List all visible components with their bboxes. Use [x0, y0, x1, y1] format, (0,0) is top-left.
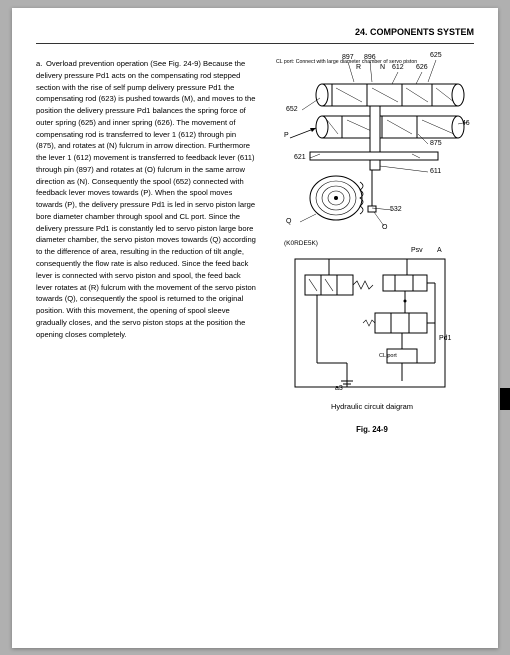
figure-column: CL port: Connect with large diameter cha… [272, 58, 472, 434]
a-label: A [437, 247, 442, 254]
section-title: 24. COMPONENTS SYSTEM [355, 27, 474, 37]
edge-tab [500, 388, 510, 410]
cl-port-label: CL port [379, 353, 397, 359]
pd1-label: Pd1 [439, 335, 451, 342]
figure-caption: Fig. 24-9 [272, 425, 472, 434]
psv-label: Psv [411, 247, 423, 254]
paragraph-label: a. [36, 58, 46, 70]
assembly-drawing: CL port: Connect with large diameter cha… [272, 58, 472, 240]
content-columns: a.Overload prevention operation (See Fig… [36, 58, 474, 434]
manual-page: 24. COMPONENTS SYSTEM a.Overload prevent… [12, 8, 498, 648]
assembly-svg [272, 58, 472, 240]
circuit-svg [287, 253, 457, 398]
paragraph-text: Overload prevention operation (See Fig. … [36, 59, 256, 339]
a3-label: a3 [335, 385, 343, 392]
page-header: 24. COMPONENTS SYSTEM [36, 22, 474, 44]
diagram-code: (K0RDE5K) [284, 240, 472, 247]
text-column: a.Overload prevention operation (See Fig… [36, 58, 258, 434]
overload-paragraph: a.Overload prevention operation (See Fig… [36, 58, 258, 340]
circuit-caption: Hydraulic circuit daigram [272, 402, 472, 411]
hydraulic-circuit: Psv A Pd1 CL port a3 [287, 253, 457, 398]
